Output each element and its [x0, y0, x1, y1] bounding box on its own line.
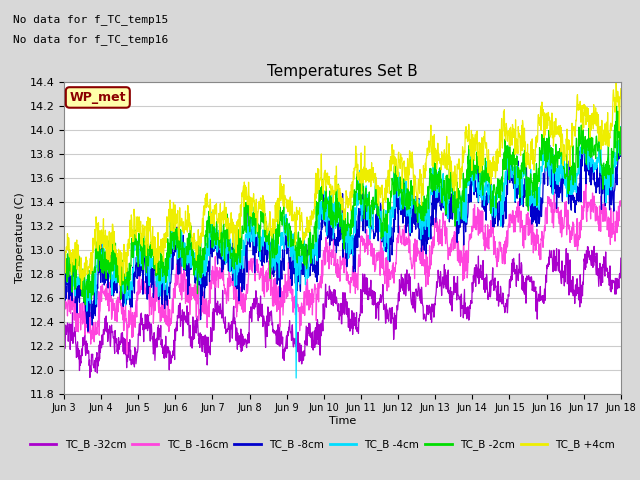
Line: TC_B -4cm: TC_B -4cm — [64, 127, 621, 378]
TC_B -4cm — [616, 124, 624, 130]
TC_B -32cm — [590, 243, 598, 249]
TC_B +4cm — [60, 248, 68, 254]
Text: No data for f_TC_temp16: No data for f_TC_temp16 — [13, 34, 168, 45]
TC_B -16cm — [184, 300, 192, 306]
TC_B -32cm — [184, 318, 192, 324]
TC_B -32cm — [551, 260, 559, 265]
TC_B -8cm — [60, 288, 68, 294]
TC_B -4cm — [184, 248, 191, 254]
TC_B -16cm — [429, 234, 437, 240]
Line: TC_B -16cm: TC_B -16cm — [64, 183, 621, 354]
TC_B +4cm — [184, 219, 192, 225]
TC_B -2cm — [60, 242, 68, 248]
TC_B -2cm — [171, 242, 179, 248]
TC_B +4cm — [551, 120, 559, 126]
TC_B -8cm — [184, 258, 192, 264]
Text: No data for f_TC_temp15: No data for f_TC_temp15 — [13, 14, 168, 25]
TC_B -32cm — [617, 255, 625, 261]
Line: TC_B -8cm: TC_B -8cm — [64, 129, 621, 331]
TC_B -2cm — [617, 136, 625, 142]
TC_B -2cm — [246, 208, 254, 214]
TC_B +4cm — [612, 80, 620, 85]
TC_B -4cm — [429, 174, 437, 180]
TC_B -4cm — [292, 375, 300, 381]
TC_B -4cm — [246, 221, 254, 227]
TC_B -4cm — [170, 232, 178, 238]
TC_B +4cm — [429, 164, 437, 170]
Legend: TC_B -32cm, TC_B -16cm, TC_B -8cm, TC_B -4cm, TC_B -2cm, TC_B +4cm: TC_B -32cm, TC_B -16cm, TC_B -8cm, TC_B … — [30, 439, 615, 450]
Y-axis label: Temperature (C): Temperature (C) — [15, 192, 25, 283]
TC_B -16cm — [582, 180, 590, 186]
TC_B -4cm — [502, 176, 509, 182]
TC_B -2cm — [81, 302, 89, 308]
TC_B -8cm — [617, 126, 625, 132]
TC_B -16cm — [502, 250, 509, 256]
TC_B -32cm — [502, 300, 509, 306]
TC_B +4cm — [171, 225, 179, 231]
TC_B +4cm — [502, 130, 509, 135]
TC_B -16cm — [617, 198, 625, 204]
TC_B +4cm — [246, 196, 254, 202]
TC_B -8cm — [171, 236, 179, 242]
TC_B -16cm — [60, 302, 68, 308]
TC_B -2cm — [612, 103, 620, 109]
TC_B -8cm — [502, 216, 509, 222]
TC_B -8cm — [246, 215, 254, 220]
TC_B -16cm — [246, 256, 254, 262]
TC_B -16cm — [171, 280, 179, 286]
TC_B -2cm — [429, 173, 437, 179]
TC_B +4cm — [77, 286, 85, 292]
TC_B -16cm — [124, 351, 131, 357]
TC_B -32cm — [171, 357, 179, 362]
TC_B +4cm — [617, 86, 625, 92]
Line: TC_B -2cm: TC_B -2cm — [64, 106, 621, 305]
TC_B -8cm — [551, 165, 559, 171]
TC_B -2cm — [551, 152, 559, 158]
X-axis label: Time: Time — [329, 416, 356, 426]
TC_B -8cm — [84, 328, 92, 334]
TC_B -32cm — [246, 315, 254, 321]
TC_B -4cm — [617, 134, 625, 140]
TC_B -2cm — [502, 157, 509, 163]
TC_B -2cm — [184, 250, 192, 255]
Line: TC_B +4cm: TC_B +4cm — [64, 83, 621, 289]
TC_B -32cm — [60, 350, 68, 356]
Title: Temperatures Set B: Temperatures Set B — [267, 64, 418, 79]
TC_B -32cm — [86, 374, 94, 380]
TC_B -32cm — [429, 309, 437, 315]
Line: TC_B -32cm: TC_B -32cm — [64, 246, 621, 377]
TC_B -8cm — [429, 222, 437, 228]
Text: WP_met: WP_met — [70, 91, 126, 104]
TC_B -4cm — [60, 251, 68, 256]
TC_B -16cm — [551, 200, 559, 206]
TC_B -4cm — [551, 168, 559, 173]
